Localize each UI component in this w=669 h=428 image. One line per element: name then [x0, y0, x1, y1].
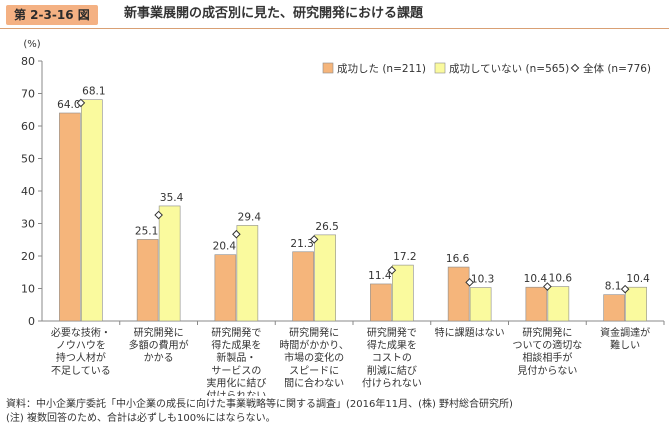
bar-success	[214, 254, 237, 322]
category-label: 不足している	[51, 365, 111, 377]
category-label: 難しい	[610, 339, 640, 352]
bar-not-success	[158, 205, 181, 322]
footnote: (注) 複数回答のため、合計は必ずしも100%にはならない。	[6, 413, 276, 424]
data-label-success: 25.1	[135, 225, 158, 237]
category-label: コストの	[372, 353, 412, 364]
data-label-not-success: 10.4	[626, 273, 650, 285]
category-label: 相談相手が	[522, 351, 572, 364]
category-label: 間に合わない	[284, 376, 344, 389]
bar-success	[447, 266, 470, 322]
category-label: 時間がかかり、	[279, 339, 349, 352]
data-label-success: 64.0	[57, 99, 80, 111]
data-label-not-success: 10.3	[471, 274, 494, 286]
category-label: かかる	[144, 352, 174, 364]
category-label: ノウハウを	[56, 340, 106, 352]
category-label: 研究開発に	[522, 326, 572, 339]
category-label: 必要な技術・	[51, 326, 111, 339]
category-label: 研究開発に	[289, 326, 339, 339]
category-label: ついての適切な	[513, 339, 583, 352]
bar-success	[525, 286, 548, 322]
overall-marker	[232, 229, 241, 239]
y-tick-label: 40	[21, 185, 35, 198]
bar-not-success	[469, 287, 492, 322]
bar-success	[136, 239, 159, 322]
figure-header: 第 2-3-16 図 新事業展開の成否別に見た、研究開発における課題	[0, 0, 669, 28]
category-label: 新製品・	[216, 351, 256, 364]
data-label-success: 16.6	[446, 253, 470, 265]
legend-swatch-not-success	[434, 62, 446, 74]
category-label: スピードに	[289, 365, 339, 377]
category-label: 研究開発で	[211, 326, 261, 339]
category-label: 研究開発に	[134, 326, 184, 339]
category-label: 得た成果を	[367, 340, 417, 352]
bar-not-success	[314, 234, 336, 322]
y-tick-label: 60	[21, 120, 35, 133]
category-label: 付けられない	[206, 389, 266, 396]
bar-not-success	[547, 286, 570, 322]
data-label-success: 8.1	[605, 281, 622, 293]
legend-marker-overall	[570, 63, 580, 73]
category-label: 市場の変化の	[284, 351, 344, 364]
data-label-success: 20.4	[213, 241, 237, 253]
legend-swatch-success	[322, 62, 334, 74]
category-label: サービスの	[211, 365, 261, 377]
data-label-success: 21.3	[290, 238, 313, 250]
bar-chart: (%) 0 10 20 30 40 50 60 70 80 64.068.1 必要な技術・ノウハウを持…	[21, 39, 665, 396]
overall-marker	[620, 284, 630, 294]
legend-label-overall: 全体 (n=776)	[583, 62, 651, 75]
y-tick-label: 70	[21, 88, 35, 101]
category-label: 得た成果を	[211, 340, 261, 352]
category-label: 特に課題はない	[435, 326, 505, 339]
legend-label-success: 成功した (n=211)	[337, 63, 426, 75]
y-tick-label: 0	[28, 315, 35, 328]
y-tick-label: 50	[21, 153, 35, 166]
data-label-not-success: 35.4	[160, 192, 184, 204]
overall-marker	[465, 278, 474, 287]
bar-not-success	[625, 286, 647, 322]
header-divider	[0, 28, 669, 29]
data-label-success: 10.4	[524, 273, 548, 285]
data-label-not-success: 29.4	[238, 211, 262, 223]
y-tick-label: 10	[21, 283, 35, 296]
y-tick-label: 30	[21, 218, 35, 231]
data-label-not-success: 17.2	[393, 251, 416, 263]
figure-number-badge: 第 2-3-16 図	[6, 5, 98, 25]
overall-marker	[154, 210, 163, 220]
bar-not-success	[236, 225, 259, 322]
y-tick-label: 80	[21, 55, 35, 68]
category-label: 持つ人材が	[56, 351, 106, 364]
y-axis-unit: (%)	[23, 39, 40, 50]
overall-marker	[309, 235, 319, 244]
y-tick-label: 20	[21, 250, 35, 263]
bar-success	[59, 112, 81, 322]
bar-success	[370, 283, 392, 322]
category-label: 削減に結び	[367, 364, 417, 377]
overall-marker	[76, 98, 86, 108]
bar-success	[292, 251, 314, 322]
data-label-not-success: 10.6	[549, 273, 573, 285]
category-label: 付けられない	[362, 376, 422, 389]
bar-not-success	[81, 99, 103, 322]
overall-marker	[387, 265, 397, 275]
overall-marker	[543, 282, 552, 291]
legend-label-not-success: 成功していない (n=565)	[449, 63, 569, 75]
figure-notes: 資料：中小企業庁委託「中小企業の成長に向けた事業戦略等に関する調査」(2016年…	[6, 398, 513, 426]
category-label: 多額の費用が	[129, 339, 189, 352]
category-label: 見付からない	[517, 364, 577, 377]
category-label: 実用化に結び	[206, 376, 266, 389]
data-label-not-success: 68.1	[82, 86, 105, 98]
category-label: 資金調達が	[600, 326, 650, 339]
bar-not-success	[392, 264, 414, 322]
figure-title: 新事業展開の成否別に見た、研究開発における課題	[124, 6, 424, 21]
data-label-not-success: 26.5	[315, 221, 338, 233]
bar-success	[603, 294, 625, 322]
source-note: 資料：中小企業庁委託「中小企業の成長に向けた事業戦略等に関する調査」(2016年…	[6, 399, 513, 410]
category-label: 研究開発で	[367, 326, 417, 339]
data-label-success: 11.4	[368, 270, 392, 282]
